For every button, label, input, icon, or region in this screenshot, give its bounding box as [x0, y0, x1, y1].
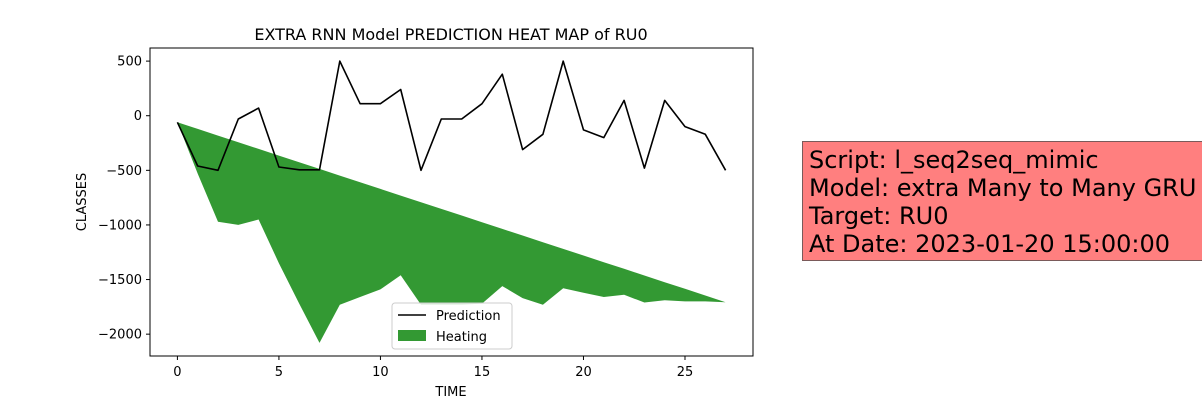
plot-frame — [149, 47, 754, 357]
x-tick-label: 20 — [575, 365, 592, 380]
y-tick-label: 0 — [134, 109, 142, 124]
x-axis-label: TIME — [434, 385, 466, 400]
legend-label-prediction: Prediction — [436, 309, 501, 324]
y-tick-label: −2000 — [98, 328, 142, 343]
x-tick-label: 15 — [474, 365, 491, 380]
info-model: Model: extra Many to Many GRU — [809, 174, 1197, 202]
x-tick-label: 0 — [173, 365, 181, 380]
info-date: At Date: 2023-01-20 15:00:00 — [809, 230, 1171, 258]
y-tick-label: −500 — [106, 164, 142, 179]
legend: Prediction Heating — [391, 302, 513, 350]
legend-label-heating: Heating — [436, 330, 487, 345]
info-script: Script: l_seq2seq_mimic — [809, 146, 1099, 174]
legend-swatch-heating — [398, 330, 426, 341]
y-tick-label: −1500 — [98, 273, 142, 288]
x-tick-label: 10 — [372, 365, 389, 380]
prediction-line — [176, 60, 727, 172]
y-tick-label: −1000 — [98, 218, 142, 233]
info-box: Script: l_seq2seq_mimic Model: extra Man… — [802, 141, 1202, 261]
info-target: Target: RU0 — [809, 202, 949, 230]
x-tick-label: 25 — [677, 365, 694, 380]
y-axis-label: CLASSES — [75, 173, 90, 231]
x-tick-label: 5 — [275, 365, 283, 380]
heating-area — [177, 122, 726, 343]
y-tick-label: 500 — [117, 55, 142, 70]
chart-title: EXTRA RNN Model PREDICTION HEAT MAP of R… — [254, 25, 647, 44]
